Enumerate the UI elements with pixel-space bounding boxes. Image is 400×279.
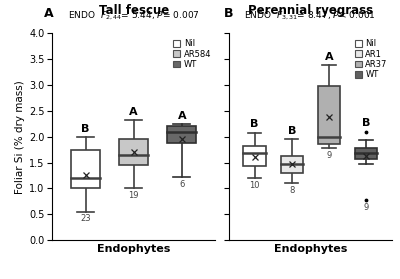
Text: B: B [362, 119, 370, 128]
Title: Perennial ryegrass: Perennial ryegrass [248, 4, 373, 17]
Legend: Nil, AR584, WT: Nil, AR584, WT [171, 38, 213, 71]
Text: 9: 9 [363, 203, 369, 212]
Text: B: B [288, 126, 296, 136]
Text: A: A [130, 107, 138, 117]
Legend: Nil, AR1, AR37, WT: Nil, AR1, AR37, WT [353, 38, 390, 81]
Text: B: B [82, 124, 90, 134]
Bar [167, 126, 196, 143]
Text: B: B [250, 119, 259, 129]
Text: 8: 8 [289, 186, 294, 195]
Text: 9: 9 [326, 151, 332, 160]
X-axis label: Endophytes: Endophytes [274, 244, 347, 254]
Text: A: A [44, 7, 54, 20]
Bar [280, 156, 303, 173]
Bar [119, 139, 148, 165]
Text: ENDO  $F_{3,31}$= 8.47, $P$< 0.001: ENDO $F_{3,31}$= 8.47, $P$< 0.001 [244, 10, 376, 22]
Bar [355, 148, 377, 159]
Text: B: B [224, 7, 233, 20]
Title: Tall fescue: Tall fescue [99, 4, 169, 17]
X-axis label: Endophytes: Endophytes [97, 244, 170, 254]
Text: A: A [324, 52, 333, 62]
Bar [71, 150, 100, 188]
Text: 23: 23 [80, 214, 91, 223]
Text: ENDO  $F_{2,44}$= 5.44, $P$= 0.007: ENDO $F_{2,44}$= 5.44, $P$= 0.007 [68, 10, 200, 22]
Text: 6: 6 [179, 180, 184, 189]
Bar [318, 86, 340, 145]
Text: 19: 19 [128, 191, 139, 200]
Text: A: A [178, 111, 186, 121]
Bar [243, 146, 266, 166]
Text: 10: 10 [249, 181, 260, 190]
Y-axis label: Foliar Si (% dry mass): Foliar Si (% dry mass) [15, 80, 25, 194]
